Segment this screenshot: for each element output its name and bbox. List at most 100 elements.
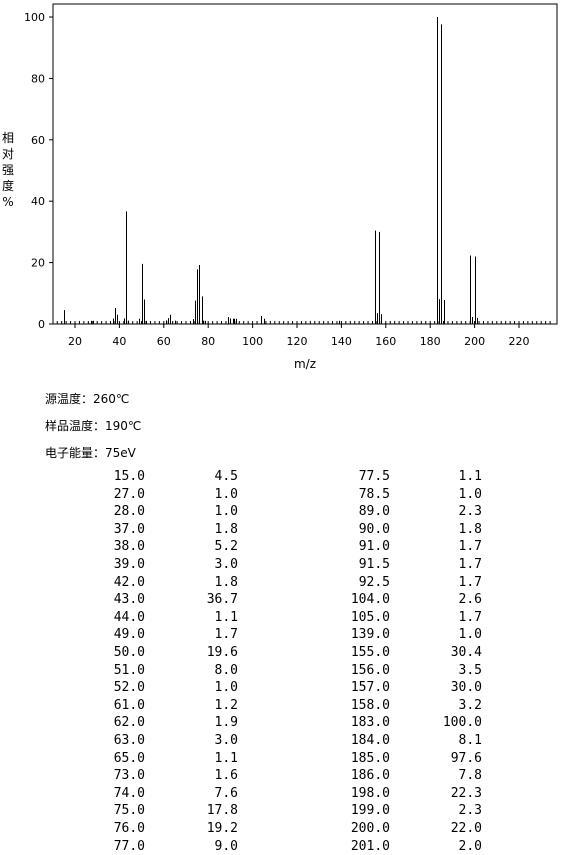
mz-value: 89.0 xyxy=(358,504,390,520)
intensity-value: 1.8 xyxy=(214,521,238,537)
mz-value: 50.0 xyxy=(113,645,145,660)
mz-value: 77.0 xyxy=(113,838,145,854)
table-row: 139.0 1.0 xyxy=(0,626,570,643)
mz-value: 27.0 xyxy=(113,486,145,502)
table-row: 77.0 9.0 xyxy=(0,838,570,855)
mz-value: 184.0 xyxy=(350,733,390,748)
table-row: 89.0 2.3 xyxy=(0,503,570,520)
intensity-value: 19.6 xyxy=(206,645,238,660)
y-axis-ticks: 0 20 40 60 80 100 xyxy=(24,11,53,331)
table-row: 91.0 1.7 xyxy=(0,538,570,555)
mz-value: 63.0 xyxy=(113,733,145,748)
table-row: 90.0 1.8 xyxy=(0,521,570,538)
table-row: 199.0 2.3 xyxy=(0,802,570,819)
x-tick-label: 80 xyxy=(201,335,215,348)
table-row: 28.0 1.0 xyxy=(0,503,570,520)
table-row: 62.0 1.9 xyxy=(0,714,570,731)
table-row: 27.0 1.0 xyxy=(0,486,570,503)
intensity-value: 1.8 xyxy=(214,574,238,590)
intensity-value: 22.0 xyxy=(450,821,482,836)
table-row: 39.0 3.0 xyxy=(0,556,570,573)
mz-value: 38.0 xyxy=(113,539,145,555)
mz-value: 139.0 xyxy=(350,627,390,643)
intensity-value: 36.7 xyxy=(206,592,238,608)
table-row: 42.0 1.8 xyxy=(0,574,570,591)
mz-value: 73.0 xyxy=(113,768,145,784)
y-axis-title-char: 强 xyxy=(2,163,14,177)
y-tick-label: 60 xyxy=(31,134,45,147)
mz-value: 51.0 xyxy=(113,662,145,678)
intensity-value: 3.2 xyxy=(458,697,482,713)
y-tick-label: 100 xyxy=(24,11,45,24)
intensity-value: 1.0 xyxy=(458,486,482,502)
y-tick-label: 40 xyxy=(31,195,45,208)
intensity-value: 97.6 xyxy=(450,750,482,766)
intensity-value: 1.8 xyxy=(458,521,482,537)
intensity-value: 1.7 xyxy=(458,539,482,555)
mz-value: 43.0 xyxy=(113,592,145,608)
mass-spectrum-chart: 20 40 60 80 100 120 140 160 180 200 220 0 20 40 60 80 1… xyxy=(2,3,558,371)
table-row: 15.0 4.5 xyxy=(0,468,570,485)
table-row: 43.0 36.7 xyxy=(0,591,570,608)
intensity-value: 7.6 xyxy=(214,785,238,801)
y-axis-title-char: 相 xyxy=(2,131,14,145)
mz-value: 65.0 xyxy=(113,750,145,766)
table-row: 156.0 3.5 xyxy=(0,662,570,679)
mz-value: 52.0 xyxy=(113,680,145,696)
table-row: 61.0 1.2 xyxy=(0,697,570,714)
intensity-value: 1.0 xyxy=(214,680,238,696)
intensity-value: 1.7 xyxy=(458,574,482,590)
intensity-value: 7.8 xyxy=(458,768,482,784)
mz-value: 185.0 xyxy=(350,750,390,766)
table-row: 155.0 30.4 xyxy=(0,644,570,661)
table-row: 201.0 2.0 xyxy=(0,838,570,855)
mz-value: 201.0 xyxy=(350,838,390,854)
table-row: 183.0 100.0 xyxy=(0,714,570,731)
table-row: 49.0 1.7 xyxy=(0,626,570,643)
intensity-value: 100.0 xyxy=(442,715,482,731)
intensity-value: 1.9 xyxy=(214,715,238,731)
intensity-value: 22.3 xyxy=(450,785,482,801)
table-row: 44.0 1.1 xyxy=(0,609,570,626)
x-axis-title: m/z xyxy=(294,357,316,371)
mz-value: 39.0 xyxy=(113,557,145,572)
table-row: 157.0 30.0 xyxy=(0,679,570,696)
intensity-value: 1.1 xyxy=(214,609,238,625)
table-row: 92.5 1.7 xyxy=(0,574,570,591)
table-row: 37.0 1.8 xyxy=(0,521,570,538)
y-axis-title-char: 度 xyxy=(2,178,14,193)
intensity-value: 30.0 xyxy=(450,680,482,696)
table-row: 78.5 1.0 xyxy=(0,486,570,503)
table-row: 73.0 1.6 xyxy=(0,767,570,784)
table-row: 63.0 3.0 xyxy=(0,732,570,749)
intensity-value: 19.2 xyxy=(206,821,238,836)
table-row: 91.5 1.7 xyxy=(0,556,570,573)
mz-value: 200.0 xyxy=(350,821,390,836)
mz-value: 76.0 xyxy=(113,821,145,836)
mz-value: 37.0 xyxy=(113,521,145,537)
y-axis-title-char: % xyxy=(2,195,13,209)
mz-value: 42.0 xyxy=(113,574,145,590)
x-tick-label: 160 xyxy=(375,335,396,348)
intensity-value: 4.5 xyxy=(214,469,238,484)
x-tick-label: 60 xyxy=(157,335,171,348)
y-tick-label: 20 xyxy=(31,257,45,270)
mz-value: 186.0 xyxy=(350,768,390,784)
intensity-value: 1.7 xyxy=(458,557,482,572)
x-tick-label: 140 xyxy=(331,335,352,348)
mz-value: 158.0 xyxy=(350,697,390,713)
intensity-value: 1.0 xyxy=(214,486,238,502)
mz-value: 90.0 xyxy=(358,521,390,537)
table-row: 75.0 17.8 xyxy=(0,802,570,819)
mz-value: 74.0 xyxy=(113,785,145,801)
x-tick-label: 120 xyxy=(287,335,308,348)
mz-value: 78.5 xyxy=(358,486,390,502)
table-row: 198.0 22.3 xyxy=(0,785,570,802)
mz-value: 157.0 xyxy=(350,680,390,696)
mz-value: 75.0 xyxy=(113,803,145,819)
mz-value: 49.0 xyxy=(113,627,145,643)
x-minor-ticks xyxy=(56,321,551,324)
mz-value: 105.0 xyxy=(350,609,390,625)
y-tick-label: 0 xyxy=(38,318,45,331)
x-tick-label: 40 xyxy=(112,335,126,348)
